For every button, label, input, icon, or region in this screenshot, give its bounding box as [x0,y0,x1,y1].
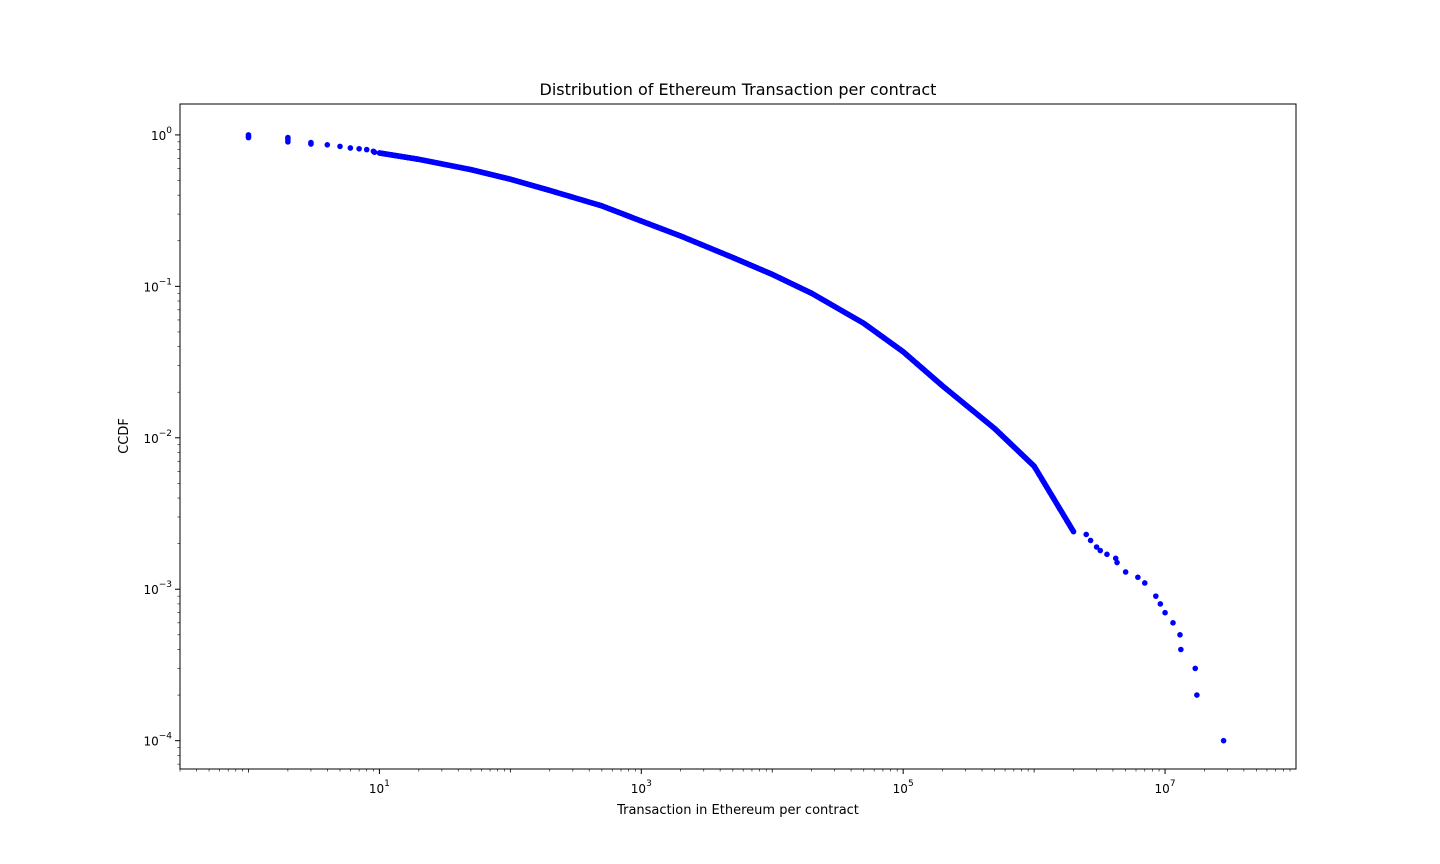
data-point [245,132,252,138]
data-point [1122,569,1129,575]
data-point [1112,555,1119,562]
data-point [347,145,354,151]
data-point [337,143,343,150]
data-point [308,139,314,146]
data-point [1220,737,1227,744]
data-point [1087,537,1094,544]
data-point [1178,646,1184,653]
data-point [1070,528,1077,535]
axes-frame [179,103,1297,770]
data-point [1177,632,1183,638]
data-point [1162,609,1168,616]
x-tick-label: 107 [1155,779,1176,796]
y-tick-label: 10−3 [143,580,172,597]
data-point [324,142,331,148]
y-tick-label: 10−2 [143,429,172,446]
data-point [371,149,378,156]
data-point [1194,692,1200,698]
chart-title: Distribution of Ethereum Transaction per… [540,80,937,99]
x-tick-label: 101 [369,779,390,796]
data-point [363,146,370,153]
data-points [245,132,1227,744]
data-point [1083,531,1090,538]
x-tick-label: 105 [893,779,914,796]
y-tick-label: 10−1 [143,277,172,294]
data-point [1170,620,1176,626]
data-point [1093,544,1100,550]
x-axis-label: Transaction in Ethereum per contract [616,803,859,818]
data-point [1104,551,1110,558]
data-point [1141,580,1148,586]
data-point [1135,574,1141,581]
x-axis-ticks: 101 103 105 107 [179,769,1291,796]
data-point [1114,559,1120,566]
y-tick-label: 10−4 [143,732,172,749]
data-point [1192,665,1199,672]
y-axis-ticks: 100 10−1 10−2 10−3 10−4 [143,126,180,765]
data-point [1157,601,1164,607]
y-tick-label: 100 [151,126,172,143]
data-point [285,134,291,141]
data-point [1097,547,1104,554]
data-point [356,145,362,152]
data-point [1153,593,1159,599]
y-axis-label: CCDF [117,418,132,454]
x-tick-label: 103 [631,779,652,796]
